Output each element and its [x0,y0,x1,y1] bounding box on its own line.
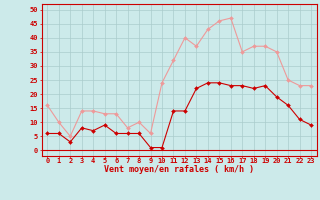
X-axis label: Vent moyen/en rafales ( km/h ): Vent moyen/en rafales ( km/h ) [104,165,254,174]
